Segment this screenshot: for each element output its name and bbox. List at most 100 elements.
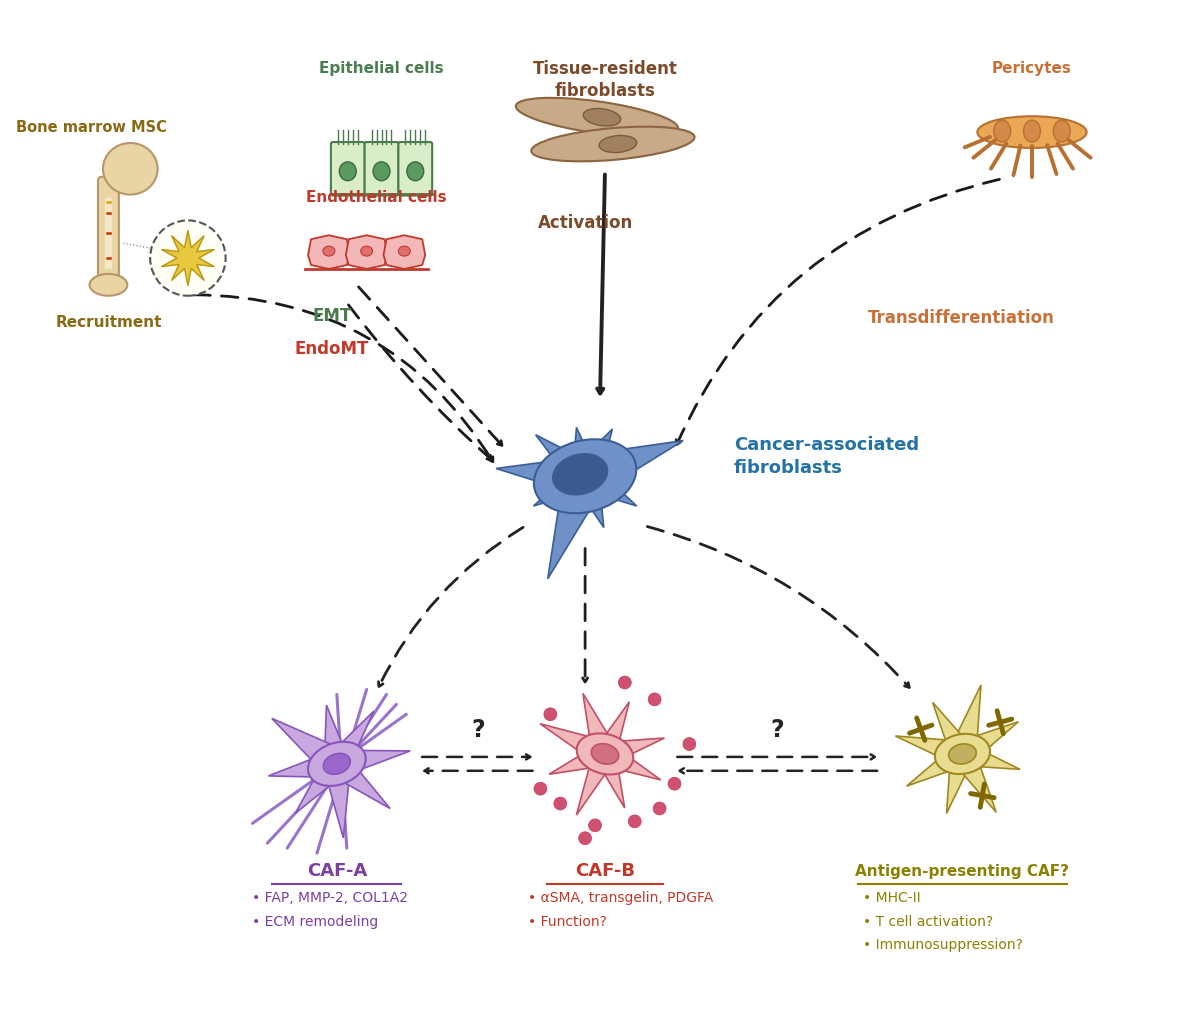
Text: CAF-B: CAF-B [575,862,635,880]
Ellipse shape [977,116,1086,148]
Polygon shape [328,711,374,770]
Polygon shape [595,702,629,758]
Ellipse shape [103,143,157,194]
Text: CAF-A: CAF-A [307,862,367,880]
Polygon shape [384,236,425,269]
Polygon shape [583,694,617,758]
Polygon shape [959,742,1020,769]
Polygon shape [956,722,1019,765]
Ellipse shape [1024,120,1040,142]
Text: • αSMA, transgelin, PDGFA: • αSMA, transgelin, PDGFA [528,891,713,905]
FancyBboxPatch shape [98,177,119,294]
Polygon shape [572,471,604,528]
Text: • Function?: • Function? [528,915,606,928]
Text: EndoMT: EndoMT [295,341,370,358]
Circle shape [554,797,566,810]
FancyBboxPatch shape [365,142,398,195]
Ellipse shape [592,744,619,764]
Circle shape [534,783,547,795]
Circle shape [544,708,557,721]
Text: • ECM remodeling: • ECM remodeling [252,915,379,928]
Ellipse shape [90,274,127,296]
Circle shape [648,693,661,706]
Ellipse shape [553,454,607,494]
Text: Transdifferentiation: Transdifferentiation [868,308,1055,327]
Circle shape [578,832,592,844]
Polygon shape [602,738,665,765]
Ellipse shape [577,733,634,774]
Polygon shape [162,231,215,286]
Polygon shape [572,429,612,483]
Polygon shape [295,755,347,813]
Polygon shape [576,749,616,815]
Polygon shape [323,762,350,838]
Text: Tissue-resident
fibroblasts: Tissue-resident fibroblasts [533,60,678,100]
Text: • T cell activation?: • T cell activation? [863,915,994,928]
Polygon shape [578,464,637,506]
FancyBboxPatch shape [104,197,112,269]
Polygon shape [577,441,683,496]
Ellipse shape [1054,120,1070,142]
Circle shape [629,815,641,828]
Ellipse shape [949,744,977,764]
Text: Cancer-associated
fibroblasts: Cancer-associated fibroblasts [734,436,919,477]
Polygon shape [534,464,592,506]
Ellipse shape [994,120,1010,142]
FancyBboxPatch shape [398,142,432,195]
Ellipse shape [516,98,678,136]
Text: Activation: Activation [538,214,632,233]
Circle shape [618,676,631,688]
Text: • Immunosuppression?: • Immunosuppression? [863,938,1024,952]
Polygon shape [324,706,349,766]
Text: Bone marrow MSC: Bone marrow MSC [16,120,167,135]
Polygon shape [547,469,606,578]
Text: Endothelial cells: Endothelial cells [306,189,446,204]
Text: EMT: EMT [312,306,352,325]
Text: Antigen-presenting CAF?: Antigen-presenting CAF? [856,864,1069,879]
Ellipse shape [599,135,637,153]
Polygon shape [595,750,625,808]
Polygon shape [329,754,390,809]
Ellipse shape [361,246,372,256]
Ellipse shape [532,126,695,162]
Polygon shape [895,736,966,766]
Text: • FAP, MMP-2, COL1A2: • FAP, MMP-2, COL1A2 [252,891,408,905]
Ellipse shape [583,108,620,126]
Polygon shape [308,236,349,269]
Ellipse shape [534,439,636,514]
Polygon shape [269,750,340,777]
Ellipse shape [398,246,410,256]
Ellipse shape [407,162,424,181]
Polygon shape [271,719,346,776]
Ellipse shape [373,162,390,181]
Ellipse shape [323,246,335,256]
Polygon shape [949,685,980,757]
Ellipse shape [323,753,350,774]
FancyBboxPatch shape [331,142,365,195]
Circle shape [588,819,601,832]
Polygon shape [346,236,388,269]
Polygon shape [535,435,595,487]
Polygon shape [952,747,996,813]
Text: Recruitment: Recruitment [55,315,162,331]
Ellipse shape [308,742,366,786]
Text: • MHC-II: • MHC-II [863,891,920,905]
Text: ?: ? [770,718,784,742]
Polygon shape [932,703,973,760]
Text: Pericytes: Pericytes [992,61,1072,76]
Polygon shape [548,743,610,774]
Circle shape [668,777,680,791]
Polygon shape [572,428,598,478]
Polygon shape [906,744,968,787]
Ellipse shape [340,162,356,181]
Ellipse shape [935,734,990,774]
Circle shape [150,220,226,296]
Polygon shape [947,751,974,813]
Circle shape [653,802,666,815]
Polygon shape [335,750,410,777]
Text: Epithelial cells: Epithelial cells [319,61,444,76]
Polygon shape [540,724,611,765]
Polygon shape [496,457,587,496]
Polygon shape [600,743,661,779]
Circle shape [683,738,696,750]
